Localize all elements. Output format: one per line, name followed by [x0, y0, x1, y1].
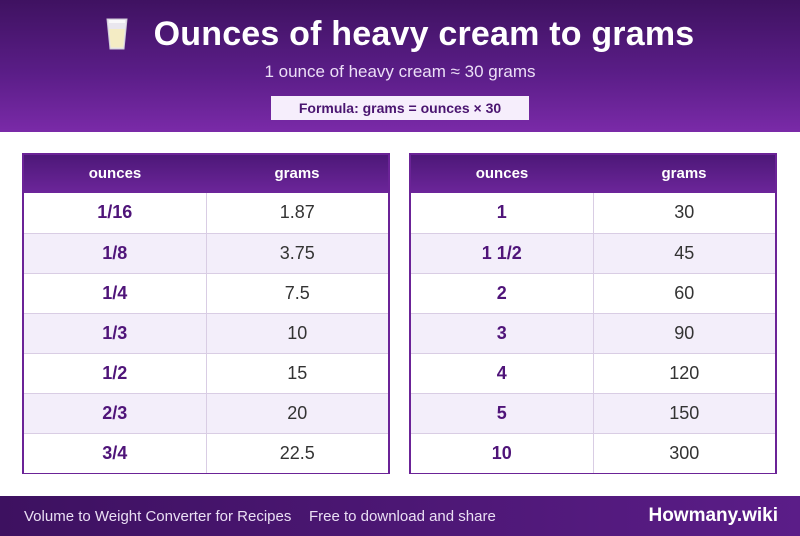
column-header-grams: grams: [661, 165, 707, 182]
table-row: 1/3 10: [24, 313, 388, 353]
table-row: 2 60: [411, 273, 775, 313]
column-header-grams: grams: [274, 165, 320, 182]
brand-link[interactable]: Howmany.wiki: [648, 505, 778, 526]
grams-cell: 90: [674, 323, 695, 343]
table-row: 10 300: [411, 433, 775, 473]
ounces-cell: 1/2: [24, 354, 207, 393]
ounces-cell: 10: [411, 434, 594, 473]
ounces-cell: 1 1/2: [411, 234, 594, 273]
column-header-ounces: ounces: [475, 165, 529, 182]
grams-cell: 300: [669, 443, 700, 463]
ounces-cell: 3/4: [24, 434, 207, 473]
column-header-ounces: ounces: [88, 165, 142, 182]
grams-cell: 3.75: [279, 243, 315, 263]
table-row: 1/8 3.75: [24, 233, 388, 273]
table-row: 1 1/2 45: [411, 233, 775, 273]
grams-cell: 30: [674, 202, 695, 222]
page-title: Ounces of heavy cream to grams: [153, 14, 695, 53]
ounces-cell: 1: [411, 193, 594, 233]
milk-glass-icon: [106, 18, 128, 50]
table-row: 3/4 22.5: [24, 433, 388, 473]
grams-cell: 7.5: [284, 283, 310, 303]
ounces-cell: 2/3: [24, 394, 207, 433]
grams-cell: 60: [674, 283, 695, 303]
ounces-cell: 1/3: [24, 314, 207, 353]
footer-share-note: Free to download and share: [309, 508, 496, 525]
title-row: Ounces of heavy cream to grams: [0, 12, 800, 56]
ounces-cell: 1/16: [24, 193, 207, 233]
grams-cell: 20: [287, 403, 308, 423]
table-row: 2/3 20: [24, 393, 388, 433]
conversion-table-left: ounces grams 1/16 1.87 1/8 3.75 1/4 7.5 1/3…: [22, 153, 390, 474]
table-row: 4 120: [411, 353, 775, 393]
ounces-cell: 1/8: [24, 234, 207, 273]
footer-tagline: Volume to Weight Converter for Recipes: [24, 508, 292, 525]
ounces-cell: 2: [411, 274, 594, 313]
formula-badge: Formula: grams = ounces × 30: [271, 96, 529, 120]
footer-bar: Volume to Weight Converter for Recipes F…: [0, 496, 800, 536]
grams-cell: 150: [669, 403, 700, 423]
table-row: 1 30: [411, 193, 775, 233]
grams-cell: 15: [287, 363, 308, 383]
table-row: 5 150: [411, 393, 775, 433]
table-header: ounces grams: [411, 155, 775, 193]
grams-cell: 22.5: [279, 443, 315, 463]
ounces-cell: 1/4: [24, 274, 207, 313]
table-body: 1/16 1.87 1/8 3.75 1/4 7.5 1/3 10 1/2 15 2/3 2…: [24, 193, 388, 473]
subtitle: 1 ounce of heavy cream ≈ 30 grams: [264, 62, 536, 81]
grams-cell: 45: [674, 243, 695, 263]
grams-cell: 1.87: [279, 202, 315, 222]
grams-cell: 10: [287, 323, 308, 343]
table-row: 1/4 7.5: [24, 273, 388, 313]
ounces-cell: 3: [411, 314, 594, 353]
ounces-cell: 5: [411, 394, 594, 433]
ounces-cell: 4: [411, 354, 594, 393]
table-header: ounces grams: [24, 155, 388, 193]
table-row: 1/2 15: [24, 353, 388, 393]
grams-cell: 120: [669, 363, 700, 383]
table-row: 3 90: [411, 313, 775, 353]
header-banner: Ounces of heavy cream to grams 1 ounce o…: [0, 0, 800, 132]
table-body: 1 30 1 1/2 45 2 60 3 90 4 120 5 150 10 300: [411, 193, 775, 473]
table-row: 1/16 1.87: [24, 193, 388, 233]
